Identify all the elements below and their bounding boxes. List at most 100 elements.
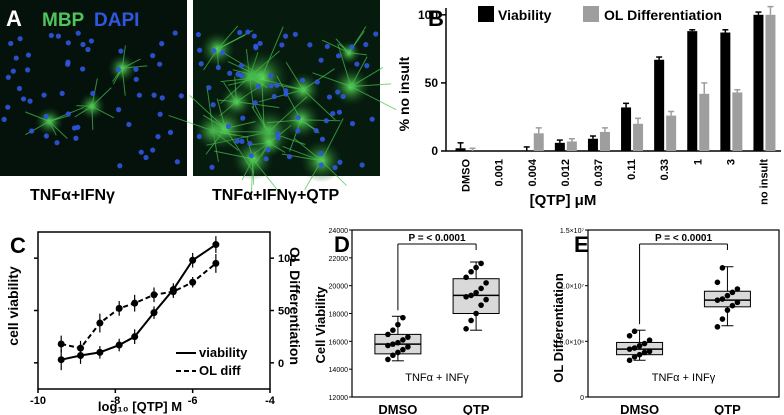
bar-viability xyxy=(654,59,665,151)
data-point xyxy=(468,268,474,275)
dapi-nucleus xyxy=(133,76,139,82)
dapi-nucleus xyxy=(313,128,319,134)
legend-label-ol-diff: OL diff xyxy=(199,363,241,378)
panel-b-category-label: 3 xyxy=(725,159,737,165)
panel-b-xlabel: [QTP] μM xyxy=(530,192,597,209)
dapi-nucleus xyxy=(143,154,149,161)
dapi-nucleus xyxy=(55,33,62,39)
data-point xyxy=(631,345,638,351)
bar-viability xyxy=(753,14,764,151)
panel-d-ylabel: Cell Viability xyxy=(313,286,328,364)
dapi-nucleus xyxy=(238,63,244,69)
data-point xyxy=(483,280,489,286)
cell-process xyxy=(218,99,237,103)
cell-process xyxy=(350,66,384,87)
legend-swatch-viability xyxy=(478,6,494,22)
legend-label-viability-c: viability xyxy=(199,345,248,360)
dapi-nucleus xyxy=(195,31,201,38)
dapi-nucleus xyxy=(275,135,281,141)
ytick-label: 22000 xyxy=(329,256,349,263)
dapi-nucleus xyxy=(318,57,324,63)
dapi-nucleus xyxy=(263,156,269,162)
dapi-nucleus xyxy=(5,74,11,80)
dapi-nucleus xyxy=(25,52,32,58)
cell-process xyxy=(261,77,265,128)
dapi-nucleus xyxy=(335,53,342,59)
dapi-nucleus xyxy=(215,64,221,71)
dapi-nucleus xyxy=(5,104,11,110)
cell-process xyxy=(202,114,226,129)
data-point xyxy=(400,346,406,353)
dapi-nucleus xyxy=(43,133,49,139)
dapi-nucleus xyxy=(59,90,65,96)
dapi-nucleus xyxy=(251,33,257,39)
cell-process xyxy=(236,101,280,109)
category-label: DMSO xyxy=(620,402,659,415)
cell-process xyxy=(252,158,282,195)
panel-b-category-label: 0.004 xyxy=(527,158,539,186)
data-point-OL-diff xyxy=(131,299,139,307)
data-point xyxy=(626,346,633,352)
dapi-nucleus xyxy=(150,53,156,59)
data-point xyxy=(385,356,391,363)
cell-process xyxy=(285,61,304,91)
data-point xyxy=(395,339,401,346)
dapi-nucleus xyxy=(27,98,33,104)
bar-ol-differentiation xyxy=(566,141,577,151)
ytick-label: 12000 xyxy=(329,395,349,402)
dapi-nucleus xyxy=(335,89,341,95)
ytick-label: 1.0×10⁷ xyxy=(560,284,585,291)
data-point xyxy=(641,340,648,347)
panel-b-ytick-label: 100 xyxy=(418,8,438,22)
data-point xyxy=(483,296,489,303)
dapi-nucleus xyxy=(157,111,163,117)
legend-swatch-ol-differentiation xyxy=(583,6,599,22)
dapi-nucleus xyxy=(283,91,289,97)
dapi-nucleus xyxy=(265,147,271,153)
treatment-label: TNFα + INFγ xyxy=(405,372,469,384)
cell-process xyxy=(320,118,344,162)
cell-process xyxy=(213,150,253,160)
panel-letter-e: E xyxy=(574,232,589,257)
dapi-nucleus xyxy=(65,111,72,117)
cell-process xyxy=(216,98,226,129)
panel-b-legend: Viability OL Differentiation xyxy=(478,6,722,23)
dapi-nucleus xyxy=(48,32,54,39)
cell-process xyxy=(350,86,397,111)
data-point-viability xyxy=(189,256,197,264)
data-point xyxy=(405,344,411,350)
data-point xyxy=(385,331,391,338)
dapi-nucleus xyxy=(337,159,343,165)
ytick-label: 0 xyxy=(580,395,584,402)
dapi-nucleus xyxy=(85,46,91,53)
data-point xyxy=(641,349,648,356)
panel-b-category-label: 1 xyxy=(692,159,704,165)
dapi-nucleus xyxy=(349,44,355,50)
bar-ol-differentiation xyxy=(599,131,610,151)
dapi-nucleus xyxy=(117,163,123,169)
bar-viability xyxy=(587,138,598,151)
cell-process xyxy=(91,87,112,107)
bar-viability xyxy=(455,148,466,151)
dapi-nucleus xyxy=(210,102,216,108)
cell-process xyxy=(205,128,226,155)
data-point xyxy=(724,307,731,313)
category-label: QTP xyxy=(463,402,490,415)
bar-viability xyxy=(720,32,731,152)
ytick-label: 1.5×10⁷ xyxy=(560,228,585,235)
dapi-nucleus xyxy=(41,92,47,98)
data-point xyxy=(395,349,401,356)
dapi-nucleus xyxy=(220,49,226,56)
ytick-label: 18000 xyxy=(329,312,349,319)
dapi-nucleus xyxy=(282,33,289,39)
legend-label-ol-differentiation: OL Differentiation xyxy=(604,7,722,23)
data-point xyxy=(385,342,391,349)
panel-letter-d: D xyxy=(334,232,350,257)
data-point xyxy=(734,286,741,292)
dapi-nucleus xyxy=(354,61,360,67)
dapi-nucleus xyxy=(10,68,16,74)
cell-process xyxy=(302,68,335,91)
dapi-nucleus xyxy=(151,92,157,98)
cell-process xyxy=(217,34,246,50)
dapi-nucleus xyxy=(257,40,263,47)
